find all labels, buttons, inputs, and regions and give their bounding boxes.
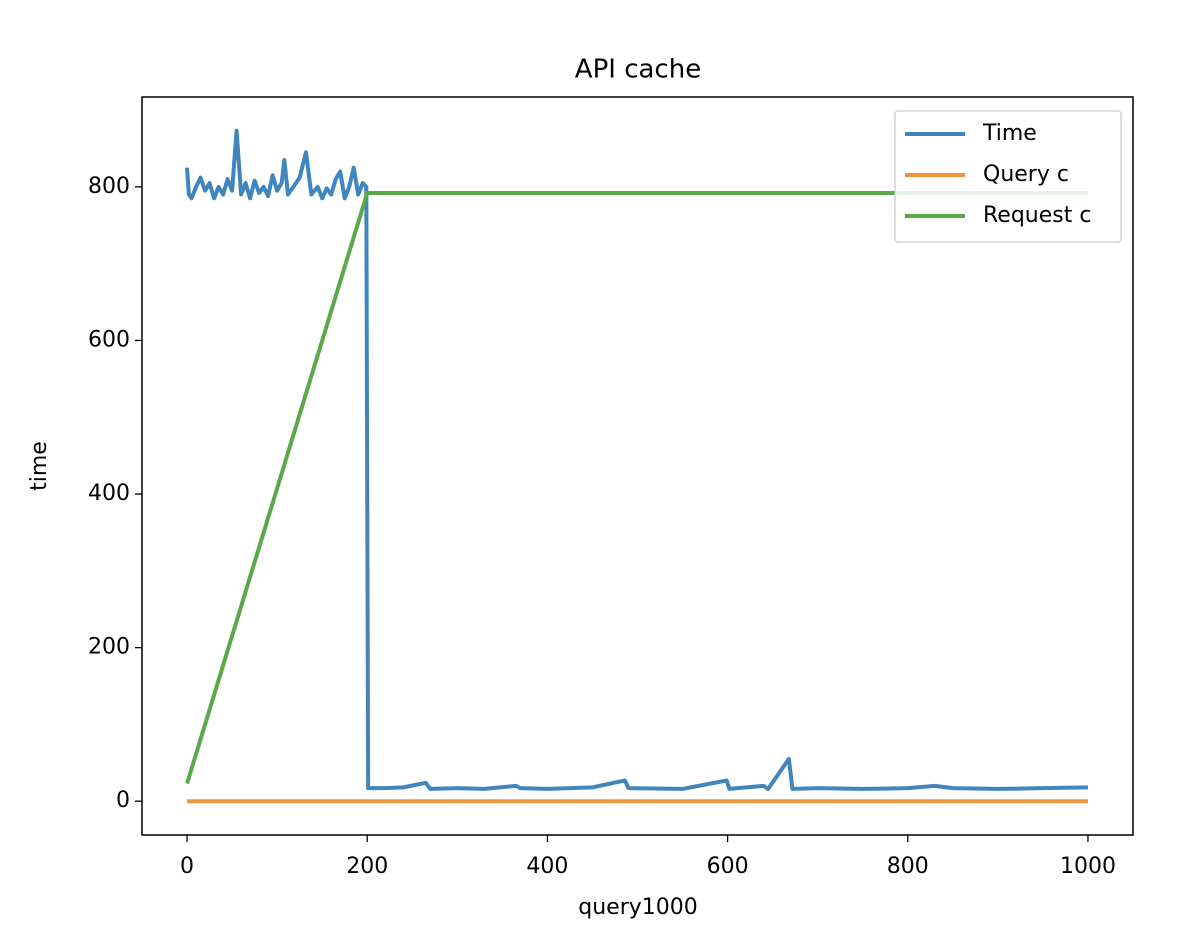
- x-tick-label: 200: [346, 854, 388, 879]
- x-tick-label: 400: [526, 854, 568, 879]
- chart-title: API cache: [575, 55, 701, 85]
- y-axis-label: time: [27, 441, 52, 491]
- x-tick-label: 0: [180, 854, 194, 879]
- y-tick-label: 400: [88, 481, 130, 506]
- y-tick-label: 200: [88, 635, 130, 660]
- y-tick-label: 0: [116, 788, 130, 813]
- x-axis-label: query1000: [578, 895, 698, 920]
- legend-label: Request c: [983, 203, 1091, 228]
- legend-label: Time: [982, 121, 1037, 146]
- plot-frame: [141, 96, 1134, 836]
- x-tick-label: 800: [887, 854, 929, 879]
- line-series: [185, 190, 1088, 785]
- x-tick-label: 1000: [1060, 854, 1116, 879]
- y-tick-label: 800: [88, 174, 130, 199]
- legend-box: [894, 110, 1122, 243]
- legend-label: Query c: [983, 162, 1069, 187]
- line-series: [185, 128, 1088, 791]
- x-tick-label: 600: [707, 854, 749, 879]
- y-tick-label: 600: [88, 327, 130, 352]
